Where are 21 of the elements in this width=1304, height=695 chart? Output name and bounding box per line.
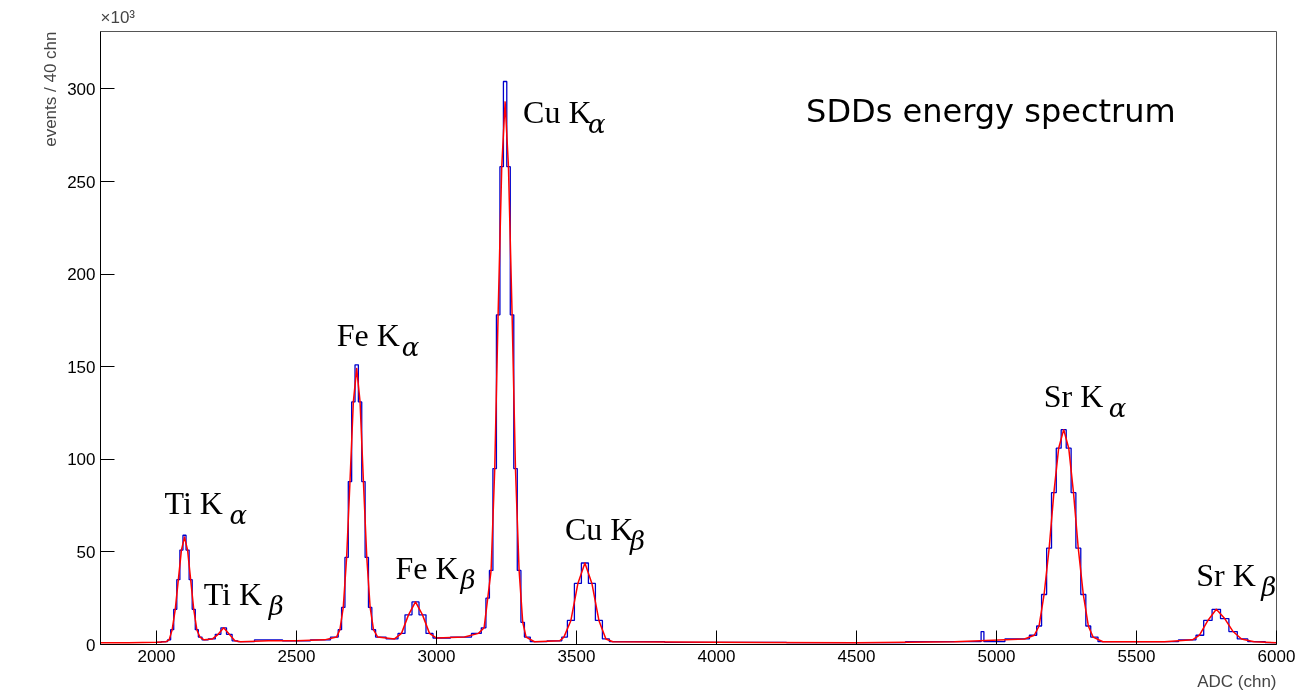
x-tick-label: 4000 — [697, 646, 736, 666]
x-tick-label: 4500 — [837, 646, 876, 666]
y-tick-label: 150 — [67, 357, 96, 377]
x-tick-label: 6000 — [1257, 646, 1296, 666]
annotation: Ti Kβ — [203, 575, 284, 621]
x-tick-label: 5000 — [977, 646, 1016, 666]
x-tick-label: 5500 — [1117, 646, 1156, 666]
x-tick-label: 2000 — [137, 646, 176, 666]
text: ×10³ — [100, 7, 136, 27]
y-axis-title: events / 40 chn — [40, 31, 60, 147]
text: SDDs energy spectrum — [806, 91, 1176, 130]
x-tick-label: 2500 — [277, 646, 316, 666]
y-tick-label: 50 — [76, 542, 96, 562]
y-tick-label: 300 — [67, 79, 96, 99]
x-tick-label: 3500 — [557, 646, 596, 666]
y-tick-label: 200 — [67, 265, 96, 285]
y-tick-label: 250 — [67, 172, 96, 192]
x-axis-title: ADC (chn) — [1197, 671, 1277, 691]
y-tick-label: 100 — [67, 450, 96, 470]
y-tick-label: 0 — [86, 635, 96, 655]
x-tick-label: 3000 — [417, 646, 456, 666]
